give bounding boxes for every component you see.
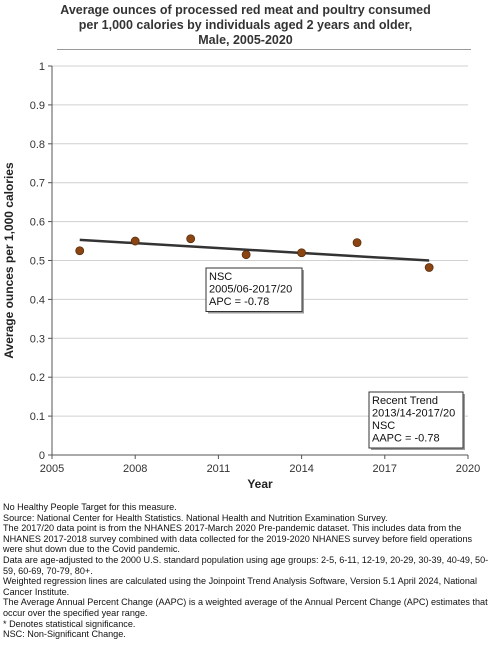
x-axis-title: Year bbox=[247, 477, 273, 491]
scatter-chart: 0 0.1 0.2 0.3 0.4 0.5 0.6 0.7 0.8 0.9 1 2005 2008 201… bbox=[2, 61, 480, 491]
footnotes: No Healthy People Target for this measur… bbox=[3, 502, 489, 640]
data-point bbox=[352, 238, 362, 248]
y-tick-label: 1 bbox=[39, 61, 45, 73]
data-point bbox=[297, 248, 307, 258]
y-axis-title: Average ounces per 1,000 calories bbox=[2, 162, 16, 359]
y-tick-label: 0.9 bbox=[30, 100, 45, 112]
recent-trend-annotation-text: AAPC = -0.78 bbox=[372, 433, 440, 445]
recent-trend-annotation-text: 2013/14-2017/20 bbox=[372, 408, 455, 420]
recent-trend-annotation-box bbox=[368, 391, 464, 449]
footnote-line: NSC: Non-Significant Change. bbox=[3, 629, 126, 640]
chart-title-line-2: per 1,000 calories by individuals aged 2… bbox=[78, 18, 413, 32]
y-tick-label: 0.2 bbox=[30, 372, 45, 384]
footnote-line: * Denotes statistical significance. bbox=[3, 618, 136, 629]
chart-title-line-1: Average ounces of processed red meat and… bbox=[60, 3, 431, 17]
footnote-line: The Average Annual Percent Change (AAPC)… bbox=[3, 597, 488, 618]
recent-trend-annotation-text: Recent Trend bbox=[372, 395, 438, 407]
recent-trend-annotation-text: NSC bbox=[372, 420, 395, 432]
x-tick-label: 2020 bbox=[456, 463, 480, 475]
x-tick-label: 2017 bbox=[373, 463, 397, 475]
data-point bbox=[130, 236, 140, 246]
data-point bbox=[186, 234, 196, 244]
y-tick-label: 0.1 bbox=[30, 411, 45, 423]
y-tick-label: 0.3 bbox=[30, 333, 45, 345]
x-tick-label: 2011 bbox=[207, 463, 231, 475]
x-tick-label: 2014 bbox=[289, 463, 313, 475]
footnote-line: Source: National Center for Health Stati… bbox=[3, 512, 388, 523]
data-point bbox=[424, 263, 434, 272]
y-tick-label: 0.6 bbox=[30, 217, 45, 229]
y-tick-label: 0 bbox=[39, 450, 45, 462]
trend-annotation-text: APC = -0.78 bbox=[209, 296, 269, 308]
trend-annotation-text: 2005/06-2017/20 bbox=[209, 284, 292, 296]
y-tick-label: 0.5 bbox=[30, 256, 45, 268]
footnote-line: No Healthy People Target for this measur… bbox=[3, 502, 177, 512]
trend-annotation-text: NSC bbox=[209, 271, 232, 283]
footnote-line: The 2017/20 data point is from the NHANE… bbox=[3, 523, 473, 555]
footnote-line: Data are age-adjusted to the 2000 U.S. s… bbox=[3, 554, 489, 576]
data-point bbox=[241, 250, 251, 260]
chart-title: Average ounces of processed red meat and… bbox=[0, 3, 491, 48]
chart-title-line-3: Male, 2005-2020 bbox=[198, 33, 293, 47]
x-tick-label: 2005 bbox=[40, 463, 64, 475]
y-tick-label: 0.4 bbox=[30, 294, 45, 306]
y-tick-label: 0.8 bbox=[30, 139, 45, 151]
x-tick-label: 2008 bbox=[123, 463, 147, 475]
trend-annotation-box bbox=[205, 267, 303, 312]
footnote-line: Weighted regression lines are calculated… bbox=[3, 576, 477, 597]
data-point bbox=[75, 246, 85, 256]
title-divider bbox=[57, 49, 471, 50]
y-tick-label: 0.7 bbox=[30, 178, 45, 190]
